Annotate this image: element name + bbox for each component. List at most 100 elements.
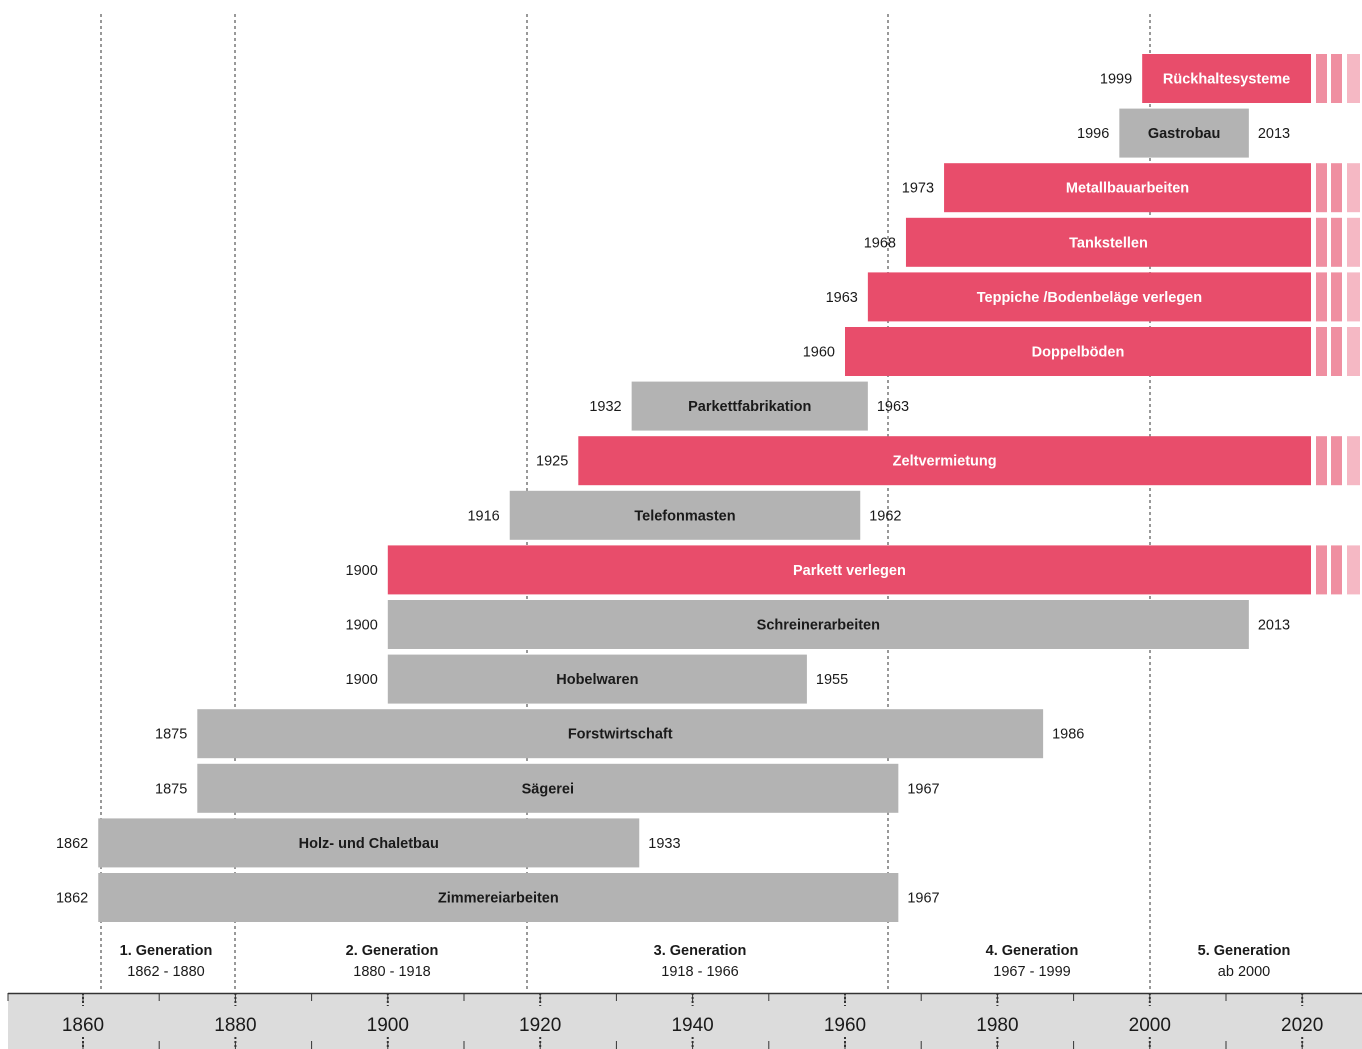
ongoing-continuation-stripe xyxy=(1316,217,1327,267)
timeline-bar-group: Parkett verlegen xyxy=(387,545,1360,595)
bar-label: Teppiche /Bodenbeläge verlegen xyxy=(977,290,1202,306)
start-year-label: 1875 xyxy=(155,727,187,743)
start-year-label: 1963 xyxy=(826,290,858,306)
bar-label: Zeltvermietung xyxy=(893,454,997,470)
ongoing-continuation-stripe xyxy=(1331,163,1342,213)
generation-labels: 1. Generation 1862 - 1880 2. Generation 188… xyxy=(120,943,1291,980)
timeline-bar-group: Hobelwaren xyxy=(387,654,807,704)
timeline-bar-group: Zeltvermietung xyxy=(578,436,1360,486)
ongoing-continuation-stripe xyxy=(1316,545,1327,595)
ongoing-continuation-stripe xyxy=(1347,163,1360,213)
timeline-bars: Rückhaltesysteme Gastrobau Metallbauarbeit… xyxy=(98,54,1360,922)
ended-bar xyxy=(1119,108,1249,158)
timeline-bar-group: Doppelböden xyxy=(845,327,1360,376)
timeline-bar-group: Gastrobau xyxy=(1119,108,1249,158)
bar-label: Schreinerarbeiten xyxy=(757,618,880,634)
x-axis: 1860 1880 1900 1920 1940 1960 1980 2000 2020 xyxy=(7,992,1362,1049)
ongoing-continuation-stripe xyxy=(1331,54,1342,103)
ended-bar xyxy=(387,654,807,704)
end-year-label: 1962 xyxy=(869,508,901,524)
generation-name: 1. Generation xyxy=(120,943,213,959)
end-year-label: 1963 xyxy=(877,399,909,415)
generation-range: ab 2000 xyxy=(1218,964,1270,980)
ongoing-continuation-stripe xyxy=(1347,272,1360,322)
start-year-label: 1900 xyxy=(346,618,378,634)
timeline-bar-group: Sägerei xyxy=(197,763,899,813)
ended-bar xyxy=(387,600,1249,649)
ongoing-continuation-stripe xyxy=(1316,163,1327,213)
start-year-label: 1862 xyxy=(56,891,88,907)
timeline-bar-group: Telefonmasten xyxy=(509,490,861,540)
ongoing-continuation-stripe xyxy=(1316,272,1327,322)
start-year-label: 1996 xyxy=(1077,126,1109,142)
axis-tick-label: 2000 xyxy=(1129,1015,1171,1036)
ended-bar xyxy=(631,381,868,431)
bar-label: Parkettfabrikation xyxy=(688,399,811,415)
axis-tick-label: 2020 xyxy=(1281,1015,1323,1036)
axis-tick-label: 1960 xyxy=(824,1015,866,1036)
end-year-label: 1967 xyxy=(907,891,939,907)
generation-name: 3. Generation xyxy=(654,943,747,959)
ongoing-continuation-stripe xyxy=(1331,327,1342,376)
bar-label: Holz- und Chaletbau xyxy=(299,836,439,852)
ended-bar xyxy=(197,763,899,813)
ongoing-continuation-stripe xyxy=(1331,545,1342,595)
bar-label: Parkett verlegen xyxy=(793,563,906,579)
generation-range: 1862 - 1880 xyxy=(127,964,204,980)
ended-bar xyxy=(98,818,640,868)
timeline-bar-group: Schreinerarbeiten xyxy=(387,600,1249,649)
bar-label: Hobelwaren xyxy=(556,672,638,688)
axis-tick-label: 1940 xyxy=(671,1015,713,1036)
bar-label: Metallbauarbeiten xyxy=(1066,181,1189,197)
start-year-label: 1999 xyxy=(1100,72,1132,88)
ongoing-bar xyxy=(905,217,1311,267)
axis-tick-label: 1980 xyxy=(976,1015,1018,1036)
axis-tick-label: 1860 xyxy=(62,1015,104,1036)
timeline-bar-group: Metallbauarbeiten xyxy=(944,163,1360,213)
end-year-label: 1986 xyxy=(1052,727,1084,743)
generation-range: 1880 - 1918 xyxy=(353,964,430,980)
ongoing-continuation-stripe xyxy=(1316,327,1327,376)
ongoing-continuation-stripe xyxy=(1331,272,1342,322)
ongoing-bar xyxy=(867,272,1311,322)
start-year-label: 1932 xyxy=(589,399,621,415)
ongoing-bar xyxy=(1142,54,1311,103)
ongoing-continuation-stripe xyxy=(1347,54,1360,103)
axis-band xyxy=(8,993,1362,1049)
generation-range: 1967 - 1999 xyxy=(993,964,1070,980)
generation-name: 4. Generation xyxy=(986,943,1079,959)
ongoing-continuation-stripe xyxy=(1347,327,1360,376)
ongoing-bar xyxy=(845,327,1311,376)
ended-bar xyxy=(509,490,861,540)
generation-name: 5. Generation xyxy=(1198,943,1291,959)
timeline-bar-group: Forstwirtschaft xyxy=(197,709,1044,759)
timeline-bar-group: Tankstellen xyxy=(905,217,1360,267)
axis-tick-label: 1900 xyxy=(367,1015,409,1036)
ongoing-continuation-stripe xyxy=(1331,217,1342,267)
year-labels: 1999 1996 2013 1973 1968 1963 1960 1932 1963 1925… xyxy=(56,72,1290,907)
generation-range: 1918 - 1966 xyxy=(661,964,738,980)
ongoing-continuation-stripe xyxy=(1331,436,1342,486)
bar-label: Sägerei xyxy=(522,781,574,797)
ended-bar xyxy=(98,873,899,922)
end-year-label: 1967 xyxy=(907,781,939,797)
start-year-label: 1960 xyxy=(803,345,835,361)
ongoing-bar xyxy=(387,545,1311,595)
ongoing-continuation-stripe xyxy=(1347,217,1360,267)
end-year-label: 1955 xyxy=(816,672,848,688)
start-year-label: 1973 xyxy=(902,181,934,197)
ongoing-continuation-stripe xyxy=(1316,54,1327,103)
ongoing-continuation-stripe xyxy=(1347,545,1360,595)
bar-label: Telefonmasten xyxy=(634,508,735,524)
bar-label: Forstwirtschaft xyxy=(568,727,673,743)
bar-label: Tankstellen xyxy=(1069,235,1148,251)
bar-label: Gastrobau xyxy=(1148,126,1221,142)
bar-label: Zimmereiarbeiten xyxy=(438,891,559,907)
bar-label: Rückhaltesysteme xyxy=(1163,72,1290,88)
start-year-label: 1875 xyxy=(155,781,187,797)
start-year-label: 1925 xyxy=(536,454,568,470)
timeline-bar-group: Teppiche /Bodenbeläge verlegen xyxy=(867,272,1360,322)
end-year-label: 2013 xyxy=(1258,618,1290,634)
start-year-label: 1900 xyxy=(346,563,378,579)
